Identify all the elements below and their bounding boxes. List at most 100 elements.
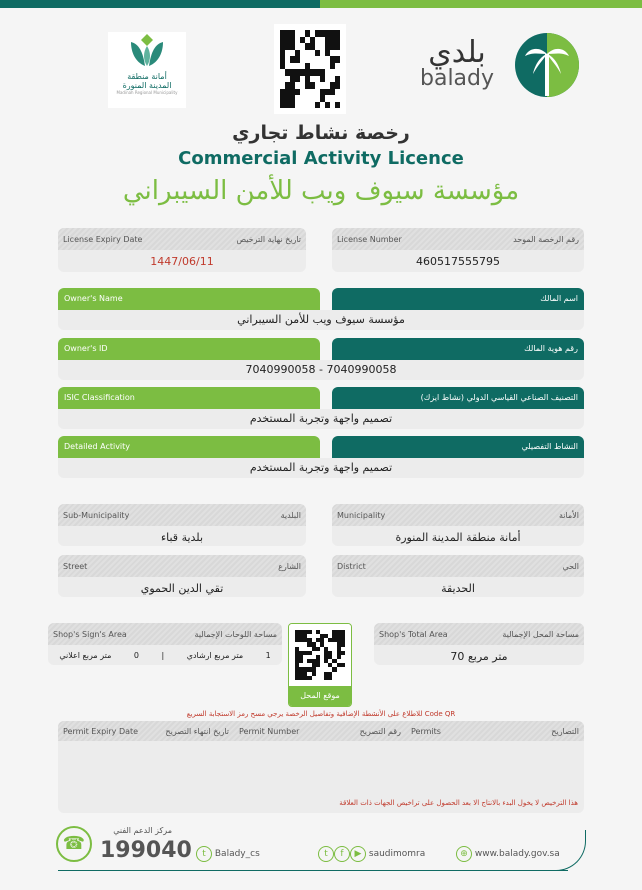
qr-module <box>335 75 340 82</box>
municipality-logo-ar2: المدينة المنورة <box>122 81 172 90</box>
qr-module <box>303 667 308 672</box>
qr-module <box>320 30 325 37</box>
qr-module <box>311 667 316 672</box>
qr-module <box>305 62 310 69</box>
qr-module <box>336 650 341 655</box>
license-qr-code[interactable] <box>274 24 346 114</box>
qr-module <box>311 646 316 651</box>
qr-module <box>299 650 304 655</box>
qr-module <box>295 638 300 643</box>
label-en: Owner's ID <box>58 338 320 360</box>
sub-municipality-field: Sub-Municipality البلدية بلدية قباء <box>58 504 306 546</box>
license-expiry-field: License Expiry Date تاريخ نهاية الترخيص 1… <box>58 228 306 272</box>
qr-module <box>290 88 295 95</box>
qr-module <box>280 88 285 95</box>
qr-module <box>325 36 330 43</box>
qr-module <box>280 43 285 50</box>
qr-module <box>285 95 290 102</box>
owner-id-value: 7040990058 - 7040990058 <box>58 360 584 380</box>
qr-module <box>290 95 295 102</box>
owner-id-field: Owner's ID رقم هوية المالك 7040990058 - 7… <box>58 338 584 380</box>
qr-module <box>299 671 304 676</box>
label-ar: مساحة اللوحات الإجمالية <box>194 629 277 639</box>
qr-module <box>311 671 316 676</box>
col-permit-expiry-ar: تاريخ انتهاء التصريح <box>165 726 229 736</box>
qr-module <box>332 638 337 643</box>
qr-module <box>340 638 345 643</box>
qr-module <box>295 675 300 680</box>
qr-module <box>325 49 330 56</box>
total-area-field: Shop's Total Area مساحة المحل الإجمالية 7… <box>374 623 584 665</box>
label-en: Shop's Total Area <box>379 629 448 639</box>
qr-module <box>280 49 285 56</box>
label-ar: الشارع <box>278 561 301 571</box>
label-ar: رقم هوية المالك <box>332 338 584 360</box>
footer-curve <box>548 830 586 871</box>
sub-municipality-value: بلدية قباء <box>160 531 204 544</box>
qr-module <box>290 56 295 63</box>
qr-module <box>324 675 329 680</box>
guide-area-value: 1 <box>265 651 271 660</box>
qr-module <box>305 30 310 37</box>
palm-emblem-icon <box>515 33 579 97</box>
guide-area-unit: متر مربع ارشادي <box>186 651 244 660</box>
label-ar: اسم المالك <box>332 288 584 310</box>
qr-module <box>295 650 300 655</box>
license-expiry-value: 1447/06/11 <box>150 255 214 268</box>
top-bar-green <box>320 0 642 8</box>
qr-module <box>307 675 312 680</box>
label-en: Street <box>63 561 88 571</box>
license-number-value: 460517555795 <box>416 255 500 268</box>
qr-module <box>332 667 337 672</box>
disclaimer: هذا الترخيص لا يخول البدء بالانتاج الا ب… <box>339 799 578 807</box>
qr-module <box>330 43 335 50</box>
title-ar: رخصة نشاط تجاري <box>232 122 410 144</box>
qr-module <box>295 634 300 639</box>
qr-module <box>315 646 320 651</box>
label-en: License Expiry Date <box>63 234 143 244</box>
qr-module <box>335 56 340 63</box>
qr-module <box>290 30 295 37</box>
qr-module <box>340 663 345 668</box>
qr-module <box>336 630 341 635</box>
qr-module <box>341 676 345 680</box>
qr-module <box>311 663 316 668</box>
qr-module <box>280 30 285 37</box>
owner-name-value: مؤسسة سيوف ويب للأمن السيبراني <box>58 310 584 330</box>
qr-module <box>307 667 312 672</box>
qr-module <box>299 675 304 680</box>
isic-field: ISIC Classification التصنيف الصناعي القيا… <box>58 387 584 429</box>
qr-module <box>290 69 295 76</box>
qr-module <box>285 69 290 76</box>
twitter-icon: t <box>318 846 334 862</box>
qr-module <box>340 634 345 639</box>
qr-module <box>330 36 335 43</box>
qr-module <box>320 75 325 82</box>
municipality-logo-en: Madinah Regional Municipality <box>116 90 178 95</box>
balady-logo-ar: بلدي <box>428 35 486 70</box>
facebook-icon: f <box>334 846 350 862</box>
qr-module <box>340 630 345 635</box>
qr-module <box>299 634 304 639</box>
qr-module <box>310 36 315 43</box>
qr-module <box>315 630 320 635</box>
qr-module <box>336 663 341 668</box>
qr-module <box>328 663 333 668</box>
balady-logo-en: balady <box>420 66 495 91</box>
shop-location-qr[interactable]: موقع المحل <box>288 623 352 707</box>
support-number[interactable]: 199040 <box>100 838 192 863</box>
qr-module <box>295 49 300 56</box>
label-en: ISIC Classification <box>58 387 320 409</box>
qr-module <box>340 650 345 655</box>
qr-module <box>335 101 340 108</box>
qr-module <box>280 101 285 108</box>
twitter-cs-link[interactable]: t Balady_cs <box>196 846 260 862</box>
website-link[interactable]: ⊕ www.balady.gov.sa <box>456 846 560 862</box>
ad-area-unit: متر مربع اعلاني <box>59 651 112 660</box>
label-ar: التصنيف الصناعي القياسي الدولي (نشاط ايز… <box>332 387 584 409</box>
district-value: الحديقة <box>441 582 475 595</box>
qr-module <box>290 36 295 43</box>
municipality-logo-ar1: أمانة منطقة <box>127 72 167 81</box>
label-ar: مساحة المحل الإجمالية <box>502 629 579 639</box>
social-links[interactable]: t f ▶ saudimomra <box>318 846 425 862</box>
